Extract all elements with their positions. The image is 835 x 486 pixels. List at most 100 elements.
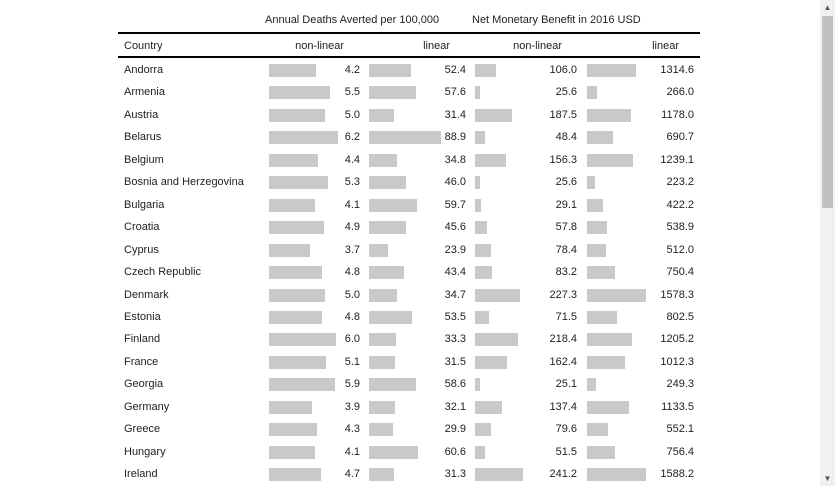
country-cell: Belgium — [124, 153, 164, 166]
deaths-linear-value: 43.4 — [444, 266, 466, 279]
deaths-linear-value: 34.7 — [444, 288, 466, 301]
benefit-nonlinear-value: 218.4 — [549, 333, 577, 346]
country-cell: Denmark — [124, 288, 169, 301]
benefit-nonlinear-value: 187.5 — [549, 108, 577, 121]
deaths-nonlinear-bar — [269, 288, 325, 302]
benefit-linear-bar — [587, 400, 629, 414]
table-row: Bulgaria 4.1 59.7 29.1 422.2 — [0, 193, 820, 215]
country-cell: Armenia — [124, 86, 165, 99]
deaths-linear-value: 53.5 — [444, 310, 466, 323]
benefit-nonlinear-value: 137.4 — [549, 400, 577, 413]
table-row: Estonia 4.8 53.5 71.5 802.5 — [0, 305, 820, 327]
vertical-scrollbar[interactable]: ▲ ▼ — [820, 0, 835, 486]
benefit-linear-bar — [587, 198, 603, 212]
deaths-nonlinear-value: 4.4 — [344, 153, 360, 166]
country-cell: Czech Republic — [124, 266, 202, 279]
benefit-nonlinear-value: 51.5 — [555, 445, 577, 458]
deaths-linear-value: 29.9 — [444, 423, 466, 436]
table-row: Croatia 4.9 45.6 57.8 538.9 — [0, 215, 820, 237]
benefit-linear-bar — [587, 355, 625, 369]
deaths-nonlinear-value: 5.0 — [344, 108, 360, 121]
benefit-linear-value: 1178.0 — [661, 108, 694, 121]
top-rule — [118, 32, 700, 34]
benefit-nonlinear-value: 227.3 — [549, 288, 577, 301]
deaths-nonlinear-bar — [269, 221, 324, 235]
deaths-nonlinear-value: 5.9 — [344, 378, 360, 391]
table-body: Andorra 4.2 52.4 106.0 1314.6 Armenia 5.5 57.6 2… — [0, 58, 820, 486]
deaths-linear-value: 31.4 — [444, 108, 466, 121]
deaths-linear-bar — [369, 288, 397, 302]
deaths-linear-value: 46.0 — [444, 176, 466, 189]
deaths-nonlinear-value: 4.7 — [344, 468, 360, 481]
deaths-linear-bar — [369, 400, 395, 414]
benefit-nonlinear-value: 57.8 — [555, 221, 577, 234]
benefit-nonlinear-bar — [475, 400, 502, 414]
deaths-linear-bar — [369, 468, 394, 482]
benefit-linear-value: 552.1 — [666, 423, 694, 436]
table-row: Armenia 5.5 57.6 25.6 266.0 — [0, 80, 820, 102]
deaths-linear-bar — [369, 310, 412, 324]
benefit-linear-value: 756.4 — [666, 445, 694, 458]
benefit-linear-bar — [587, 108, 631, 122]
scroll-up-icon[interactable]: ▲ — [823, 3, 832, 12]
deaths-linear-bar — [369, 378, 416, 392]
table-row: Belarus 6.2 88.9 48.4 690.7 — [0, 125, 820, 147]
benefit-linear-value: 266.0 — [666, 86, 694, 99]
deaths-nonlinear-bar — [269, 423, 317, 437]
benefit-nonlinear-bar — [475, 176, 480, 190]
benefit-nonlinear-bar — [475, 131, 485, 145]
benefit-nonlinear-value: 79.6 — [555, 423, 577, 436]
deaths-nonlinear-value: 4.2 — [344, 64, 360, 76]
benefit-nonlinear-value: 106.0 — [549, 64, 577, 76]
deaths-nonlinear-bar — [269, 108, 325, 122]
benefit-linear-bar — [587, 176, 595, 190]
benefit-linear-bar — [587, 153, 633, 167]
deaths-linear-value: 60.6 — [444, 445, 466, 458]
deaths-nonlinear-value: 6.2 — [344, 131, 360, 144]
benefit-linear-value: 249.3 — [666, 378, 694, 391]
table-row: Ireland 4.7 31.3 241.2 1588.2 — [0, 462, 820, 484]
column-header-deaths-linear: linear — [423, 40, 450, 52]
deaths-linear-bar — [369, 176, 406, 190]
column-header-deaths-nonlinear: non-linear — [295, 40, 344, 52]
country-cell: France — [124, 355, 159, 368]
column-header-country: Country — [124, 40, 163, 52]
deaths-linear-value: 31.3 — [444, 468, 466, 481]
country-cell: Bulgaria — [124, 198, 165, 211]
country-cell: Bosnia and Herzegovina — [124, 176, 244, 189]
benefit-linear-bar — [587, 64, 636, 77]
benefit-linear-bar — [587, 468, 646, 482]
deaths-nonlinear-value: 4.3 — [344, 423, 360, 436]
deaths-linear-bar — [369, 86, 416, 100]
deaths-linear-bar — [369, 153, 397, 167]
deaths-linear-value: 59.7 — [444, 198, 466, 211]
benefit-linear-value: 802.5 — [666, 310, 694, 323]
deaths-nonlinear-bar — [269, 310, 322, 324]
benefit-linear-value: 1578.3 — [660, 288, 694, 301]
benefit-linear-value: 538.9 — [666, 221, 694, 234]
deaths-linear-bar — [369, 221, 406, 235]
deaths-nonlinear-value: 5.3 — [344, 176, 360, 189]
benefit-nonlinear-value: 25.6 — [555, 176, 577, 189]
deaths-linear-bar — [369, 355, 395, 369]
country-cell: Austria — [124, 108, 159, 121]
deaths-nonlinear-bar — [269, 266, 322, 280]
scroll-thumb[interactable] — [822, 16, 833, 208]
deaths-nonlinear-value: 4.9 — [344, 221, 360, 234]
group-header-deaths-averted: Annual Deaths Averted per 100,000 — [265, 14, 440, 26]
table-row: Hungary 4.1 60.6 51.5 756.4 — [0, 440, 820, 462]
column-header-benefit-linear: linear — [652, 40, 679, 52]
deaths-nonlinear-bar — [269, 400, 312, 414]
benefit-nonlinear-bar — [475, 445, 485, 459]
country-cell: Greece — [124, 423, 161, 436]
benefit-linear-bar — [587, 310, 617, 324]
benefit-linear-bar — [587, 445, 615, 459]
deaths-linear-bar — [369, 266, 404, 280]
scroll-down-icon[interactable]: ▼ — [823, 474, 832, 483]
benefit-linear-value: 422.2 — [666, 198, 694, 211]
deaths-linear-bar — [369, 64, 411, 77]
deaths-linear-bar — [369, 243, 388, 257]
deaths-nonlinear-value: 4.1 — [344, 445, 360, 458]
benefit-nonlinear-value: 162.4 — [549, 355, 577, 368]
deaths-linear-bar — [369, 131, 441, 145]
